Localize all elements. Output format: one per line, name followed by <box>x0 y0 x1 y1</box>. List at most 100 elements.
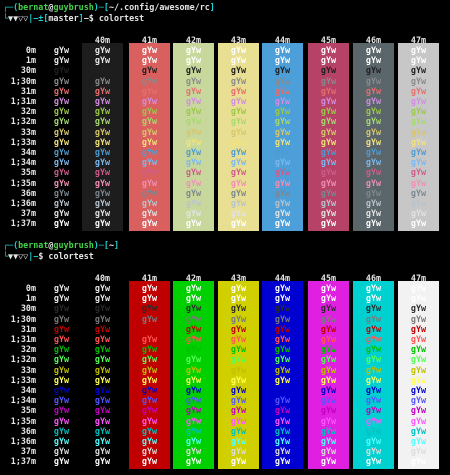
color-sample-cell: gYw <box>230 218 247 229</box>
color-sample-cell: gYw <box>365 136 382 147</box>
row-label: 36m <box>20 425 36 436</box>
color-sample-cell: gYw <box>141 106 158 117</box>
color-sample-cell: gYw <box>230 385 247 395</box>
color-sample-cell: gYw <box>53 313 70 324</box>
prompt-segment: guybrush <box>53 2 94 12</box>
color-sample-cell: gYw <box>410 55 427 66</box>
color-sample-cell: gYw <box>141 303 158 314</box>
row-label: 1;32m <box>10 116 36 127</box>
color-sample-cell: gYw <box>365 395 382 406</box>
color-sample-cell: gYw <box>141 218 158 229</box>
color-sample-cell: gYw <box>141 283 158 293</box>
color-sample-cell: gYw <box>274 323 291 334</box>
color-sample-cell: gYw <box>274 313 291 324</box>
color-sample-cell: gYw <box>320 354 337 365</box>
color-sample-cell: gYw <box>94 303 111 314</box>
color-sample-cell: gYw <box>141 157 158 168</box>
color-sample-cell: gYw <box>94 344 111 355</box>
color-sample-cell: gYw <box>185 456 202 467</box>
color-sample-cell: gYw <box>94 157 111 168</box>
color-sample-cell: gYw <box>410 218 427 229</box>
color-sample-cell: gYw <box>53 283 70 293</box>
color-sample-cell: gYw <box>320 334 337 344</box>
color-sample-cell: gYw <box>230 334 247 344</box>
color-sample-cell: gYw <box>94 456 111 467</box>
prompt-segment: └ <box>3 13 9 23</box>
color-sample-cell: gYw <box>230 364 247 375</box>
color-sample-cell: gYw <box>365 446 382 457</box>
row-label: 35m <box>20 405 36 416</box>
row-label: 36m <box>20 187 36 198</box>
color-sample-cell: gYw <box>94 96 111 106</box>
color-sample-cell: gYw <box>365 45 382 55</box>
color-sample-cell: gYw <box>185 395 202 406</box>
color-sample-cell: gYw <box>410 208 427 219</box>
color-sample-cell: gYw <box>230 456 247 467</box>
color-sample-cell: gYw <box>365 96 382 106</box>
color-sample-cell: gYw <box>230 415 247 426</box>
color-sample-cell: gYw <box>410 283 427 293</box>
bg-column-46m <box>353 281 394 469</box>
bg-column-44m <box>262 281 303 469</box>
row-label: 0m <box>25 45 36 55</box>
color-sample-cell: gYw <box>410 415 427 426</box>
color-sample-cell: gYw <box>320 116 337 127</box>
color-sample-cell: gYw <box>53 364 70 375</box>
column-header: 40m <box>94 273 111 283</box>
color-sample-cell: gYw <box>274 136 291 147</box>
color-sample-cell: gYw <box>274 126 291 137</box>
color-sample-cell: gYw <box>274 55 291 66</box>
color-sample-cell: gYw <box>185 208 202 219</box>
color-sample-cell: gYw <box>141 65 158 76</box>
color-sample-cell: gYw <box>365 303 382 314</box>
color-sample-cell: gYw <box>410 334 427 344</box>
color-sample-cell: gYw <box>141 425 158 436</box>
color-sample-cell: gYw <box>185 425 202 436</box>
color-sample-cell: gYw <box>365 313 382 324</box>
prompt-line-2: └▼▼▽▽|−±[master]−$ colortest <box>3 13 144 23</box>
color-sample-cell: gYw <box>185 96 202 106</box>
color-sample-cell: gYw <box>365 344 382 355</box>
column-header: 45m <box>320 35 337 45</box>
column-header: 44m <box>274 273 291 283</box>
color-sample-cell: gYw <box>94 177 111 188</box>
bg-column-41m <box>129 281 170 469</box>
color-sample-cell: gYw <box>320 55 337 66</box>
color-sample-cell: gYw <box>410 157 427 168</box>
column-header: 47m <box>410 273 427 283</box>
color-sample-cell: gYw <box>274 293 291 304</box>
row-label: 1;30m <box>10 313 36 324</box>
row-label: 1;36m <box>10 436 36 446</box>
bg-column-46m <box>353 43 394 231</box>
color-sample-cell: gYw <box>320 415 337 426</box>
color-sample-cell: gYw <box>274 208 291 219</box>
color-sample-cell: gYw <box>410 395 427 406</box>
prompt-line-2: └▼▼▽▽|−$ colortest <box>3 251 94 261</box>
color-sample-cell: gYw <box>410 313 427 324</box>
color-sample-cell: gYw <box>53 405 70 416</box>
color-sample-cell: gYw <box>230 85 247 96</box>
color-sample-cell: gYw <box>410 354 427 365</box>
color-sample-cell: gYw <box>141 167 158 178</box>
prompt-segment: |−±[ <box>28 13 49 23</box>
color-sample-cell: gYw <box>94 313 111 324</box>
color-sample-cell: gYw <box>365 208 382 219</box>
color-sample-cell: gYw <box>274 405 291 416</box>
color-sample-cell: gYw <box>365 385 382 395</box>
color-sample-cell: gYw <box>410 446 427 457</box>
color-sample-cell: gYw <box>410 85 427 96</box>
color-sample-cell: gYw <box>410 75 427 86</box>
color-sample-cell: gYw <box>365 177 382 188</box>
bg-column-40m <box>82 43 123 231</box>
color-sample-cell: gYw <box>274 167 291 178</box>
color-sample-cell: gYw <box>365 354 382 365</box>
color-sample-cell: gYw <box>141 436 158 446</box>
color-sample-cell: gYw <box>53 106 70 117</box>
color-sample-cell: gYw <box>185 405 202 416</box>
color-sample-cell: gYw <box>320 425 337 436</box>
color-sample-cell: gYw <box>53 198 70 208</box>
prompt-segment: @ <box>48 240 54 250</box>
bg-column-42m <box>173 281 214 469</box>
color-sample-cell: gYw <box>94 126 111 137</box>
